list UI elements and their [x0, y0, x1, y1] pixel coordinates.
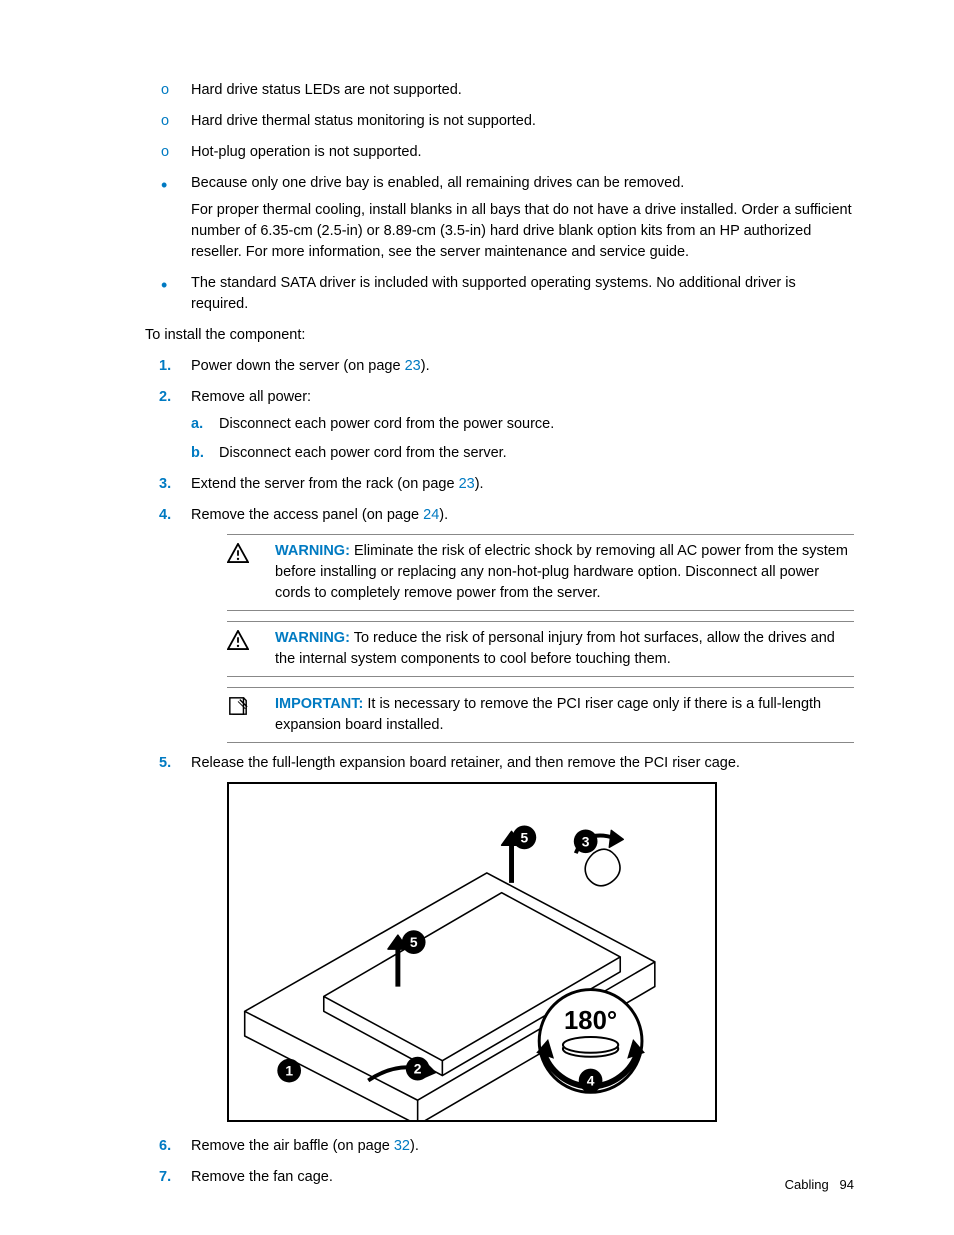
text: Disconnect each power cord from the powe… — [219, 416, 554, 432]
sub-steps: Disconnect each power cord from the powe… — [191, 414, 854, 464]
text: Hard drive thermal status monitoring is … — [191, 113, 536, 129]
callout-text: WARNING: To reduce the risk of personal … — [275, 628, 854, 670]
page-link[interactable]: 24 — [423, 507, 439, 523]
step-4: Remove the access panel (on page 24). WA… — [153, 505, 854, 743]
paragraph: For proper thermal cooling, install blan… — [191, 200, 854, 263]
text: Because only one drive bay is enabled, a… — [191, 175, 684, 191]
text: Remove all power: — [191, 389, 311, 405]
callout-num: 4 — [587, 1073, 595, 1089]
callout-num: 3 — [582, 834, 590, 850]
important-callout: IMPORTANT: It is necessary to remove the… — [227, 687, 854, 743]
section-name: Cabling — [785, 1177, 829, 1192]
warning-label: WARNING: — [275, 630, 350, 646]
callout-text: IMPORTANT: It is necessary to remove the… — [275, 694, 854, 736]
list-item: Hot-plug operation is not supported. — [191, 142, 854, 163]
step-2: Remove all power: Disconnect each power … — [153, 387, 854, 464]
page-content: Hard drive status LEDs are not supported… — [145, 80, 854, 1188]
important-label: IMPORTANT: — [275, 696, 363, 712]
text: ). — [475, 476, 484, 492]
sub-step: Disconnect each power cord from the serv… — [191, 443, 854, 464]
page-number: 94 — [840, 1177, 854, 1192]
callout-num: 5 — [410, 934, 418, 950]
list-item: Hard drive thermal status monitoring is … — [191, 111, 854, 132]
text: ). — [410, 1138, 419, 1154]
text: ). — [421, 358, 430, 374]
list-item: The standard SATA driver is included wit… — [153, 273, 854, 315]
callout-num: 5 — [521, 830, 529, 846]
step-5: Release the full-length expansion board … — [153, 753, 854, 1122]
page-link[interactable]: 23 — [459, 476, 475, 492]
page-link[interactable]: 23 — [405, 358, 421, 374]
warning-icon — [227, 541, 275, 563]
steps-list: Power down the server (on page 23). Remo… — [145, 356, 854, 1188]
rotation-label: 180° — [564, 1007, 617, 1035]
sub-bullet-list: Hard drive status LEDs are not supported… — [145, 80, 854, 163]
callout-text: WARNING: Eliminate the risk of electric … — [275, 541, 854, 604]
step-1: Power down the server (on page 23). — [153, 356, 854, 377]
intro-text: To install the component: — [145, 325, 854, 346]
text: Remove the fan cage. — [191, 1169, 333, 1185]
technical-figure: 180° 1 2 3 4 5 5 — [227, 782, 717, 1122]
text: ). — [439, 507, 448, 523]
text: Remove the air baffle (on page — [191, 1138, 394, 1154]
text: Remove the access panel (on page — [191, 507, 423, 523]
callout-num: 1 — [285, 1063, 293, 1079]
text: Hard drive status LEDs are not supported… — [191, 82, 462, 98]
main-bullet-list: Because only one drive bay is enabled, a… — [145, 173, 854, 315]
warning-callout: WARNING: Eliminate the risk of electric … — [227, 534, 854, 611]
text: Power down the server (on page — [191, 358, 405, 374]
sub-step: Disconnect each power cord from the powe… — [191, 414, 854, 435]
text: Disconnect each power cord from the serv… — [219, 445, 507, 461]
text: Extend the server from the rack (on page — [191, 476, 459, 492]
page-footer: Cabling 94 — [785, 1176, 854, 1195]
list-item: Hard drive status LEDs are not supported… — [191, 80, 854, 101]
warning-icon — [227, 628, 275, 650]
callout-num: 2 — [414, 1061, 422, 1077]
step-6: Remove the air baffle (on page 32). — [153, 1136, 854, 1157]
page-link[interactable]: 32 — [394, 1138, 410, 1154]
text: The standard SATA driver is included wit… — [191, 275, 796, 312]
warning-label: WARNING: — [275, 543, 350, 559]
text: To reduce the risk of personal injury fr… — [275, 630, 835, 667]
text: Hot-plug operation is not supported. — [191, 144, 422, 160]
step-7: Remove the fan cage. — [153, 1167, 854, 1188]
text: Release the full-length expansion board … — [191, 755, 740, 771]
warning-callout: WARNING: To reduce the risk of personal … — [227, 621, 854, 677]
note-icon — [227, 694, 275, 716]
list-item: Because only one drive bay is enabled, a… — [153, 173, 854, 263]
step-3: Extend the server from the rack (on page… — [153, 474, 854, 495]
text: Eliminate the risk of electric shock by … — [275, 543, 848, 601]
